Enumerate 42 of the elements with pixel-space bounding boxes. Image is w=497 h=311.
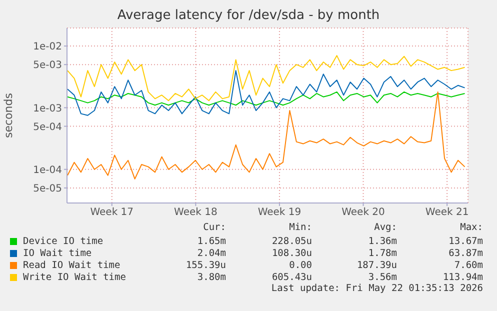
text: 1.65m (196, 236, 226, 246)
line-series (67, 55, 466, 102)
line-series (67, 91, 466, 180)
text: 1.36m (367, 236, 397, 246)
text: 605.43u (270, 272, 312, 282)
text: 155.39u (184, 260, 226, 270)
legend-label: Read IO Wait time (23, 260, 120, 270)
x-tick-label: Week 17 (90, 207, 134, 218)
text: Min: (288, 222, 312, 235)
x-tick-label: Week 20 (342, 207, 385, 218)
line-series (67, 70, 466, 116)
text: Last update: Fri May 22 01:35:13 2026 (270, 283, 483, 295)
y-tick-label: 5e-04 (33, 122, 62, 133)
y-tick-label: 5e-03 (33, 60, 62, 72)
text: 0.00 (288, 260, 312, 270)
text: 3.56m (367, 272, 397, 282)
text: 187.39u (356, 260, 397, 270)
y-axis-title: seconds (2, 92, 15, 138)
y-tick-label: 1e-03 (33, 103, 62, 114)
text: Cur: (202, 222, 226, 235)
text: 228.05u (270, 236, 312, 246)
text: 1.78m (367, 248, 397, 258)
text: Max: (459, 222, 483, 235)
x-tick-label: Week 21 (425, 207, 469, 218)
text: 7.60m (453, 260, 483, 270)
y-tick-label: 1e-04 (33, 164, 62, 176)
y-tick-label: 5e-05 (33, 183, 62, 194)
text: 63.87m (448, 248, 483, 258)
legend-label: IO Wait time (23, 248, 92, 258)
text: 2.04m (196, 248, 226, 258)
text: 13.67m (448, 236, 483, 246)
text: 113.94m (442, 272, 483, 282)
x-tick-label: Week 18 (174, 207, 218, 218)
chart-title: Average latency for /dev/sda - by month (116, 8, 381, 23)
legend-label: Write IO Wait time (23, 272, 126, 282)
x-tick-label: Week 19 (258, 207, 302, 218)
text: Avg: (373, 222, 397, 235)
text: 108.30u (270, 248, 312, 258)
legend-label: Device IO time (23, 236, 104, 246)
line-series (67, 91, 466, 106)
y-tick-label: 1e-02 (33, 42, 62, 53)
text: 3.80m (196, 272, 226, 282)
